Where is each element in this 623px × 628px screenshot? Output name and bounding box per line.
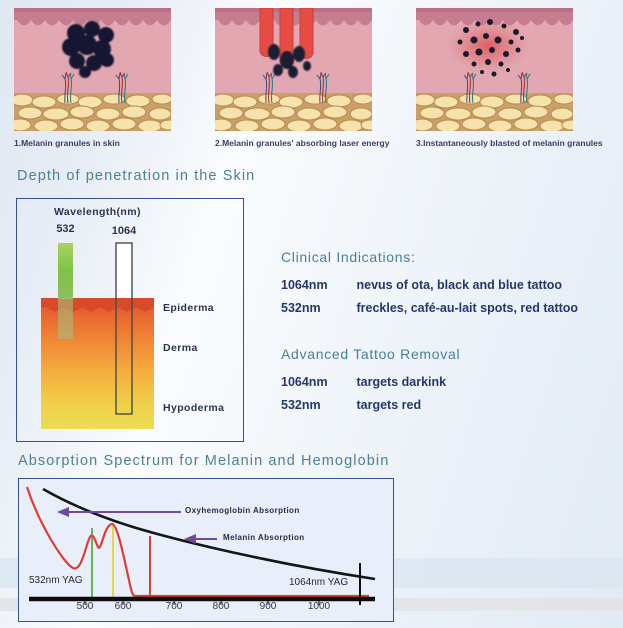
bar-532 <box>58 243 73 299</box>
x-tick-500: 500 <box>76 601 94 612</box>
skin-diagram-1 <box>14 8 171 131</box>
layer-epiderma: Epiderma <box>163 302 215 314</box>
illustration-melanin-in-skin <box>14 8 171 131</box>
oxyhemoglobin-arrow <box>57 507 181 517</box>
x-tick-800: 800 <box>212 601 230 612</box>
penetration-diagram: Wavelength(nm) 532 1064 Epiderma Derma H… <box>16 198 244 442</box>
indication-text: freckles, café-au-lait spots, red tattoo <box>356 301 579 315</box>
skin-diagram-2 <box>215 8 372 131</box>
blasted-dots <box>457 19 524 77</box>
bar-532-label: 532 <box>56 223 75 235</box>
clinical-row-1064: 1064nm nevus of ota, black and blue tatt… <box>281 274 578 297</box>
clinical-indications-block: Clinical Indications: 1064nm nevus of ot… <box>281 249 578 320</box>
wavelength-value: 532nm <box>281 301 321 315</box>
tattoo-row-532: 532nm targets red <box>281 394 460 417</box>
bar-1064-label: 1064 <box>111 225 137 237</box>
penetration-graphic <box>41 242 154 429</box>
laser-beams <box>259 8 314 67</box>
bar-1064-outline <box>115 242 133 415</box>
illustration-caption-3: 3.Instantaneously blasted of melanin gra… <box>416 138 603 148</box>
melanin-arrow <box>184 534 217 544</box>
clinical-row-532: 532nm freckles, café-au-lait spots, red … <box>281 297 578 320</box>
x-tick-700: 700 <box>165 601 183 612</box>
yag-532-label: 532nm YAG <box>29 575 83 586</box>
spectrum-heading: Absorption Spectrum for Melanin and Hemo… <box>18 453 390 469</box>
indication-text: targets darkink <box>356 375 447 389</box>
wavelength-label: Wavelength(nm) <box>54 206 141 218</box>
bar-532-penetration <box>58 298 73 339</box>
oxyhemoglobin-curve <box>25 486 369 598</box>
melanin-label: Melanin Absorption <box>223 533 305 542</box>
x-tick-600: 600 <box>114 601 132 612</box>
yag-1064-label: 1064nm YAG <box>289 577 349 588</box>
indication-text: targets red <box>356 398 422 412</box>
wavelength-value: 532nm <box>281 398 321 412</box>
bar-1064 <box>116 243 132 298</box>
illustration-caption-2: 2.Melanin granules' absorbing laser ener… <box>215 138 390 148</box>
left-arrow-icon <box>57 507 69 517</box>
x-tick-900: 900 <box>259 601 277 612</box>
layer-hypoderma: Hypoderma <box>163 402 225 414</box>
advanced-tattoo-block: Advanced Tattoo Removal 1064nm targets d… <box>281 346 460 417</box>
wavelength-value: 1064nm <box>281 375 328 389</box>
clinical-indications-heading: Clinical Indications: <box>281 249 416 265</box>
absorption-spectrum-chart: Oxyhemoglobin Absorption Melanin Absorpt… <box>18 478 394 622</box>
melanin-curve <box>42 487 376 581</box>
skin-block <box>41 298 154 429</box>
layer-derma: Derma <box>163 342 198 354</box>
advanced-tattoo-heading: Advanced Tattoo Removal <box>281 346 461 362</box>
melanin-cluster <box>62 21 114 78</box>
illustration-blasted-granules <box>416 8 573 131</box>
melanin-absorbing <box>268 44 311 78</box>
spectrum-graphic <box>25 486 376 605</box>
x-tick-1000: 1000 <box>307 601 331 612</box>
illustration-caption-1: 1.Melanin granules in skin <box>14 138 120 148</box>
left-arrow-icon <box>184 534 196 544</box>
illustration-laser-absorbing <box>215 8 372 131</box>
penetration-heading: Depth of penetration in the Skin <box>17 168 256 184</box>
oxyhemoglobin-label: Oxyhemoglobin Absorption <box>185 506 300 515</box>
indication-text: nevus of ota, black and blue tattoo <box>356 278 563 292</box>
skin-diagram-3 <box>416 8 573 131</box>
wavelength-value: 1064nm <box>281 278 328 292</box>
tattoo-row-1064: 1064nm targets darkink <box>281 371 460 394</box>
axis-ticks <box>84 601 320 605</box>
